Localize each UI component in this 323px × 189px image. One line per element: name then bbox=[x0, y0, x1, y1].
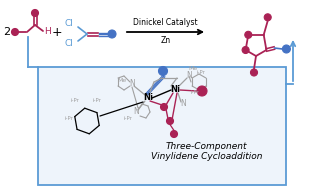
Text: Ni: Ni bbox=[143, 94, 153, 102]
Text: Me: Me bbox=[117, 77, 127, 83]
Circle shape bbox=[12, 29, 18, 36]
Circle shape bbox=[242, 46, 249, 53]
Text: Cl: Cl bbox=[65, 19, 73, 29]
Circle shape bbox=[264, 14, 271, 21]
Text: N: N bbox=[186, 71, 192, 81]
Circle shape bbox=[251, 69, 257, 76]
Text: i-Pr: i-Pr bbox=[70, 98, 79, 104]
Text: H: H bbox=[44, 26, 51, 36]
Circle shape bbox=[282, 45, 290, 53]
Text: i-Pr: i-Pr bbox=[124, 115, 132, 121]
Text: N: N bbox=[129, 80, 135, 88]
Text: Me: Me bbox=[188, 66, 198, 70]
FancyBboxPatch shape bbox=[38, 67, 286, 185]
Text: Dinickel Catalyst: Dinickel Catalyst bbox=[133, 18, 198, 27]
Text: Vinylidene Cycloaddition: Vinylidene Cycloaddition bbox=[151, 152, 262, 161]
Circle shape bbox=[245, 31, 252, 38]
Text: N: N bbox=[180, 99, 186, 108]
Text: Zn: Zn bbox=[161, 36, 171, 45]
Text: i-Pr: i-Pr bbox=[197, 70, 205, 74]
Text: N: N bbox=[133, 108, 139, 116]
Text: Cl: Cl bbox=[65, 39, 73, 47]
Circle shape bbox=[197, 86, 207, 96]
Text: +: + bbox=[52, 26, 62, 39]
Text: i-Pr: i-Pr bbox=[65, 116, 73, 122]
Circle shape bbox=[166, 118, 173, 125]
Text: i-Pr: i-Pr bbox=[191, 91, 199, 95]
Circle shape bbox=[32, 9, 38, 16]
Circle shape bbox=[161, 104, 168, 111]
Text: Three-Component: Three-Component bbox=[166, 142, 247, 151]
Text: 2: 2 bbox=[3, 27, 10, 37]
Text: i-Pr: i-Pr bbox=[93, 98, 101, 104]
Circle shape bbox=[108, 30, 116, 38]
Circle shape bbox=[171, 130, 178, 138]
Text: Ni: Ni bbox=[170, 85, 180, 94]
Circle shape bbox=[159, 67, 168, 75]
